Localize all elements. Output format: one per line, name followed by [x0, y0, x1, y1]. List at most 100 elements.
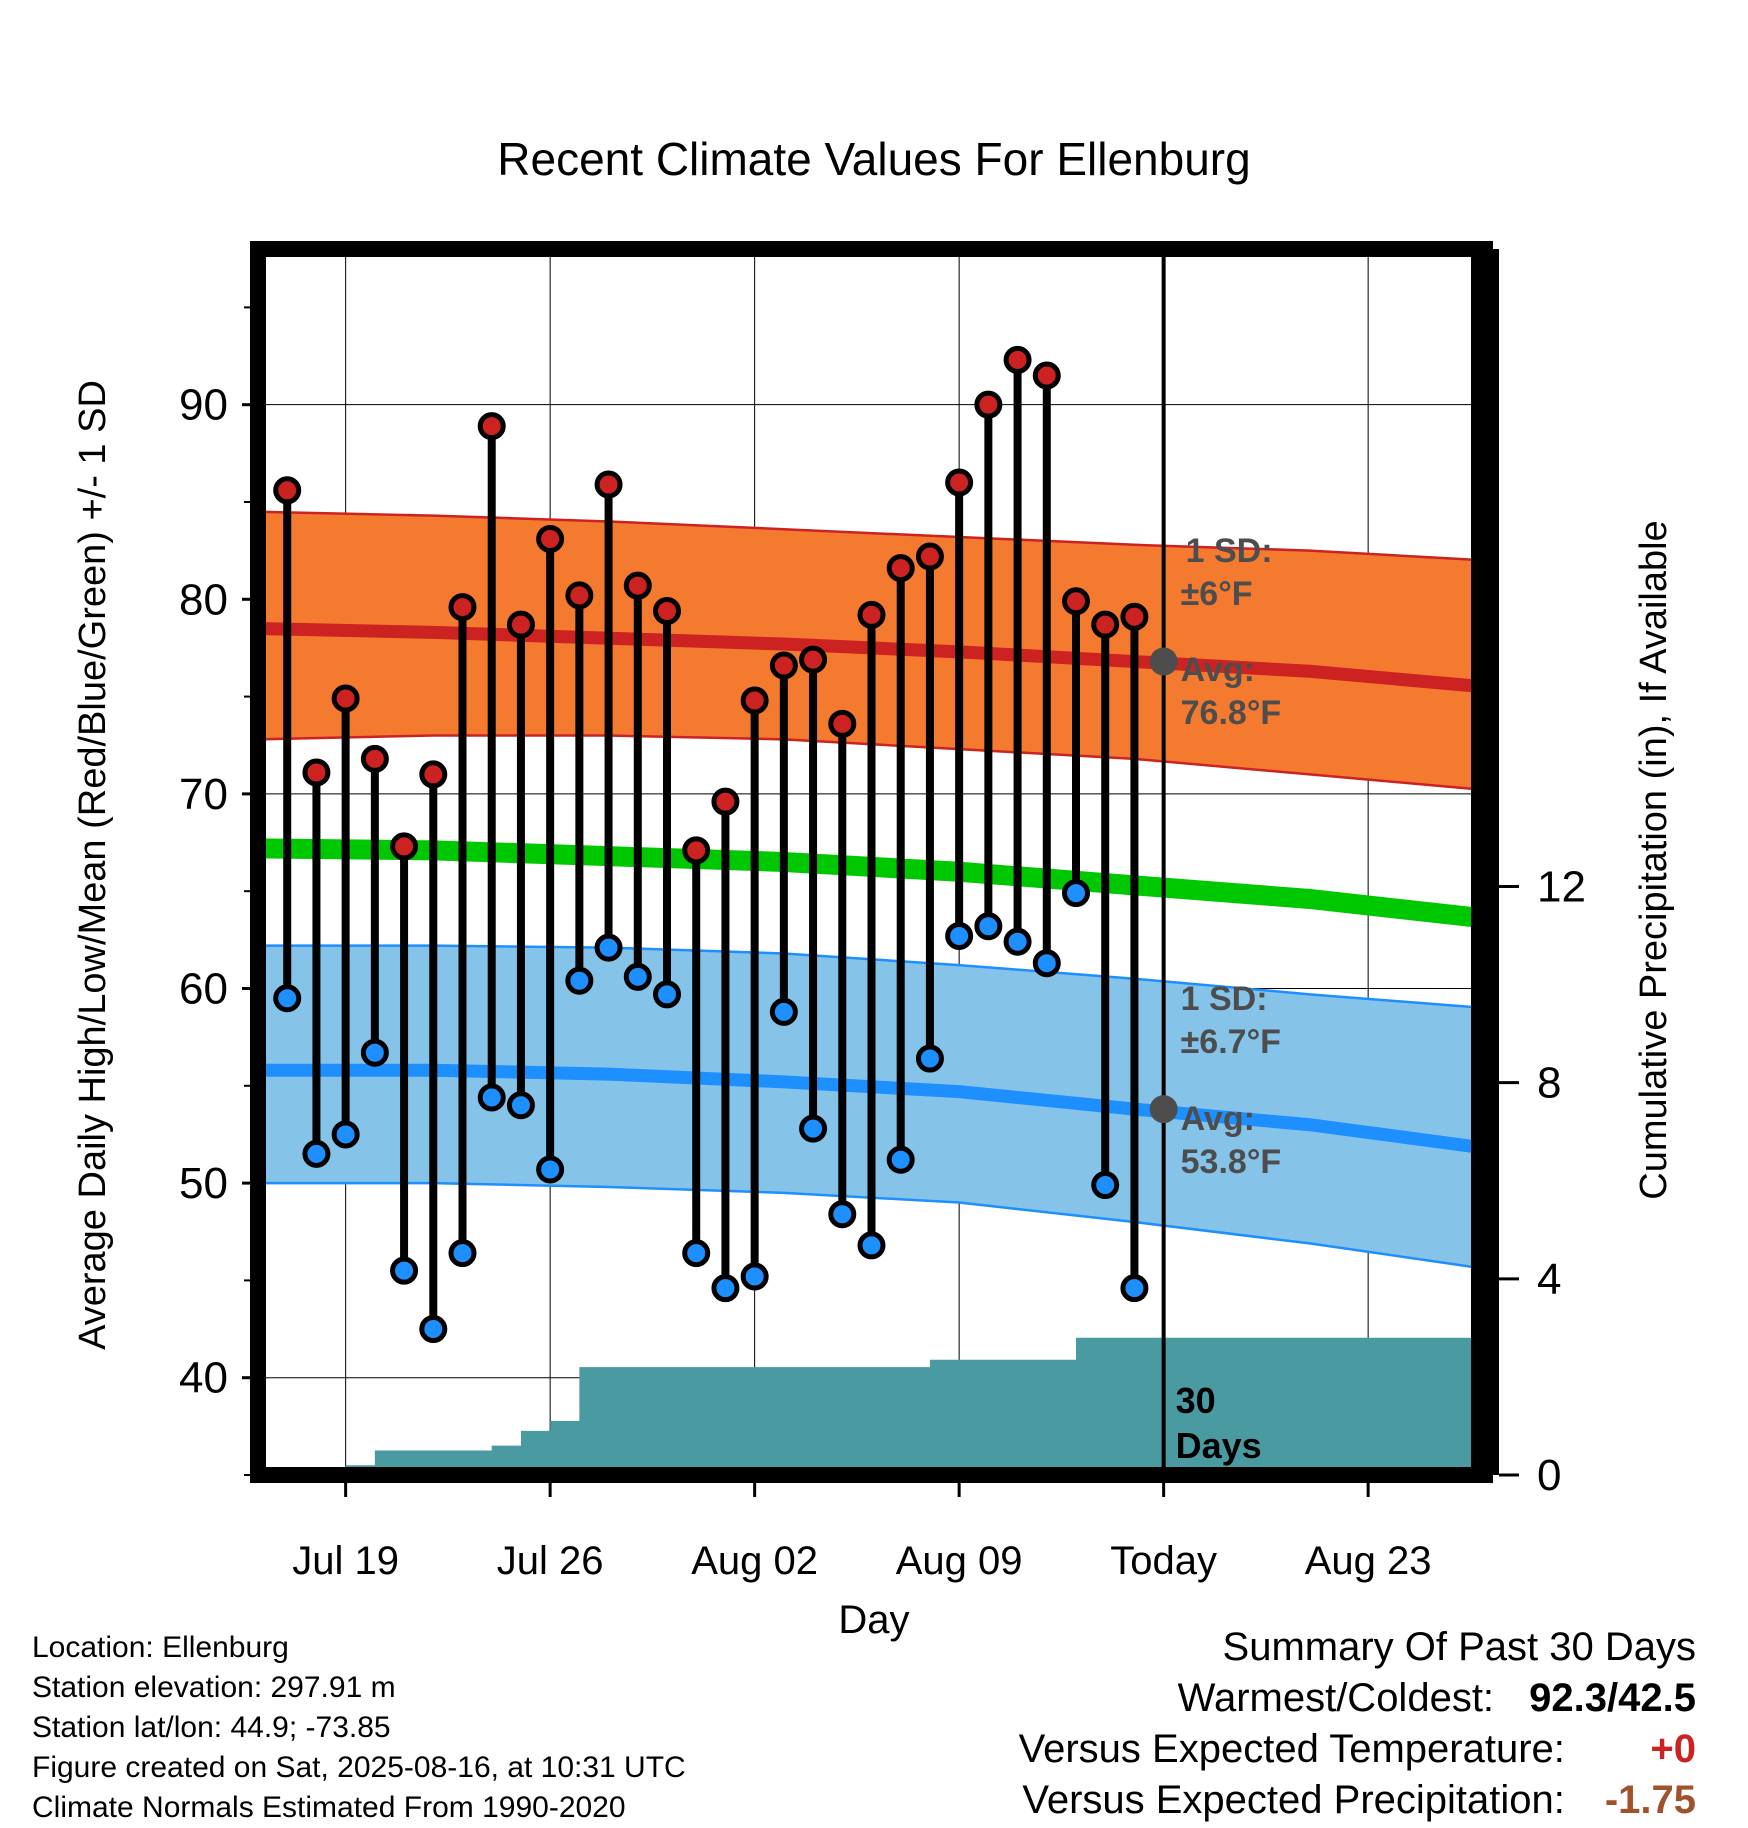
- low-point: [302, 1139, 331, 1168]
- low-point: [1003, 927, 1032, 956]
- precipitation-area: [258, 1337, 1485, 1475]
- low-point: [1091, 1171, 1120, 1200]
- high-point: [740, 686, 769, 715]
- warmest-value: 92.3/42.5: [1529, 1676, 1696, 1720]
- y-tick-label-left: 80: [179, 575, 228, 624]
- y-tick-label-right: 0: [1537, 1451, 1561, 1500]
- x-tick-label: Today: [1110, 1539, 1217, 1583]
- y-tick-label-left: 90: [179, 381, 228, 430]
- low-point: [477, 1083, 506, 1112]
- summary-panel: Summary Of Past 30 Days Warmest/Coldest:…: [1019, 1622, 1696, 1826]
- low-point: [740, 1262, 769, 1291]
- summary-warmest-row: Warmest/Coldest: 92.3/42.5: [1019, 1673, 1696, 1724]
- y-axis-label-right: Cumulative Precipitation (in), If Availa…: [1633, 520, 1675, 1199]
- low-point: [769, 997, 798, 1026]
- high-point: [945, 468, 974, 497]
- precip-value: -1.75: [1604, 1778, 1696, 1822]
- normals-text: Climate Normals Estimated From 1990-2020: [32, 1791, 626, 1824]
- high-avg-label: Avg:: [1181, 651, 1255, 689]
- high-point: [769, 651, 798, 680]
- low-point: [682, 1239, 711, 1268]
- y-tick-label-left: 40: [179, 1354, 228, 1403]
- low-point: [331, 1120, 360, 1149]
- summary-precip-row: Versus Expected Precipitation: -1.75: [1019, 1775, 1696, 1826]
- low-point: [594, 933, 623, 962]
- y-tick-label-left: 70: [179, 770, 228, 819]
- high-point: [331, 684, 360, 713]
- high-point: [594, 470, 623, 499]
- summary-temp-row: Versus Expected Temperature: +0: [1019, 1724, 1696, 1775]
- high-point: [857, 600, 886, 629]
- high-point: [711, 787, 740, 816]
- low-sd-label: 1 SD:: [1181, 980, 1268, 1018]
- high-point: [390, 832, 419, 861]
- high-point: [273, 476, 302, 505]
- x-tick-label: Jul 26: [497, 1539, 604, 1583]
- x-tick-label: Jul 19: [292, 1539, 399, 1583]
- low-point: [565, 966, 594, 995]
- temp-value: +0: [1650, 1727, 1696, 1771]
- created-text: Figure created on Sat, 2025-08-16, at 10…: [32, 1751, 686, 1784]
- high-point: [799, 645, 828, 674]
- high-point: [360, 744, 389, 773]
- low-point: [974, 912, 1003, 941]
- low-point: [623, 962, 652, 991]
- chart-title: Recent Climate Values For Ellenburg: [497, 133, 1250, 185]
- high-point: [1032, 361, 1061, 390]
- low-point: [799, 1114, 828, 1143]
- high-avg-value: 76.8°F: [1181, 694, 1282, 732]
- today-high-avg-marker: [1149, 647, 1178, 676]
- high-point: [1120, 602, 1149, 631]
- low-point: [1062, 879, 1090, 908]
- x-tick-label: Aug 02: [691, 1539, 818, 1583]
- low-point: [506, 1091, 535, 1120]
- high-point: [915, 542, 944, 571]
- low-point: [828, 1200, 857, 1229]
- normal-high-band-upper-edge: [257, 510, 1486, 562]
- high-point: [448, 593, 477, 622]
- high-sd-value: ±6°F: [1181, 575, 1253, 613]
- high-point: [477, 412, 506, 441]
- x-tick-label: Aug 09: [896, 1539, 1023, 1583]
- y-tick-label-left: 60: [179, 964, 228, 1013]
- x-axis-label: Day: [838, 1598, 909, 1642]
- high-point: [828, 709, 857, 738]
- days-count-word: Days: [1176, 1425, 1262, 1466]
- summary-title: Summary Of Past 30 Days: [1222, 1625, 1696, 1669]
- low-point: [886, 1145, 915, 1174]
- low-point: [360, 1038, 389, 1067]
- y-tick-label-right: 8: [1537, 1059, 1561, 1108]
- low-point: [915, 1044, 944, 1073]
- station-info: Location: Ellenburg Station elevation: 2…: [32, 1628, 686, 1828]
- low-point: [536, 1155, 565, 1184]
- y-tick-label-right: 4: [1537, 1255, 1561, 1304]
- low-avg-value: 53.8°F: [1181, 1143, 1282, 1181]
- high-point: [1003, 345, 1032, 374]
- high-point: [506, 610, 535, 639]
- high-point: [1091, 610, 1120, 639]
- high-point: [302, 758, 331, 787]
- low-point: [857, 1231, 886, 1260]
- high-sd-label: 1 SD:: [1186, 532, 1273, 570]
- temp-label: Versus Expected Temperature:: [1018, 1727, 1565, 1771]
- precip-label: Versus Expected Precipitation:: [1022, 1778, 1565, 1822]
- low-point: [390, 1256, 419, 1285]
- low-point: [273, 984, 302, 1013]
- high-point: [886, 554, 915, 583]
- days-count-number: 30: [1176, 1380, 1216, 1421]
- y-tick-label-left: 50: [179, 1159, 228, 1208]
- low-point: [1120, 1274, 1149, 1303]
- low-point: [1032, 949, 1061, 978]
- warmest-label: Warmest/Coldest:: [1177, 1676, 1495, 1720]
- high-point: [536, 524, 565, 553]
- elevation-text: Station elevation: 297.91 m: [32, 1671, 396, 1704]
- low-point: [945, 921, 974, 950]
- plot-area: 1 SD: ±6°F Avg: 76.8°F 1 SD: ±6.7°F Avg: 53.8°F…: [179, 241, 1586, 1583]
- high-point: [682, 836, 711, 865]
- latlon-text: Station lat/lon: 44.9; -73.85: [32, 1711, 391, 1744]
- high-point: [1062, 587, 1090, 616]
- high-point: [623, 571, 652, 600]
- y-tick-label-right: 12: [1537, 863, 1586, 912]
- low-point: [419, 1315, 448, 1344]
